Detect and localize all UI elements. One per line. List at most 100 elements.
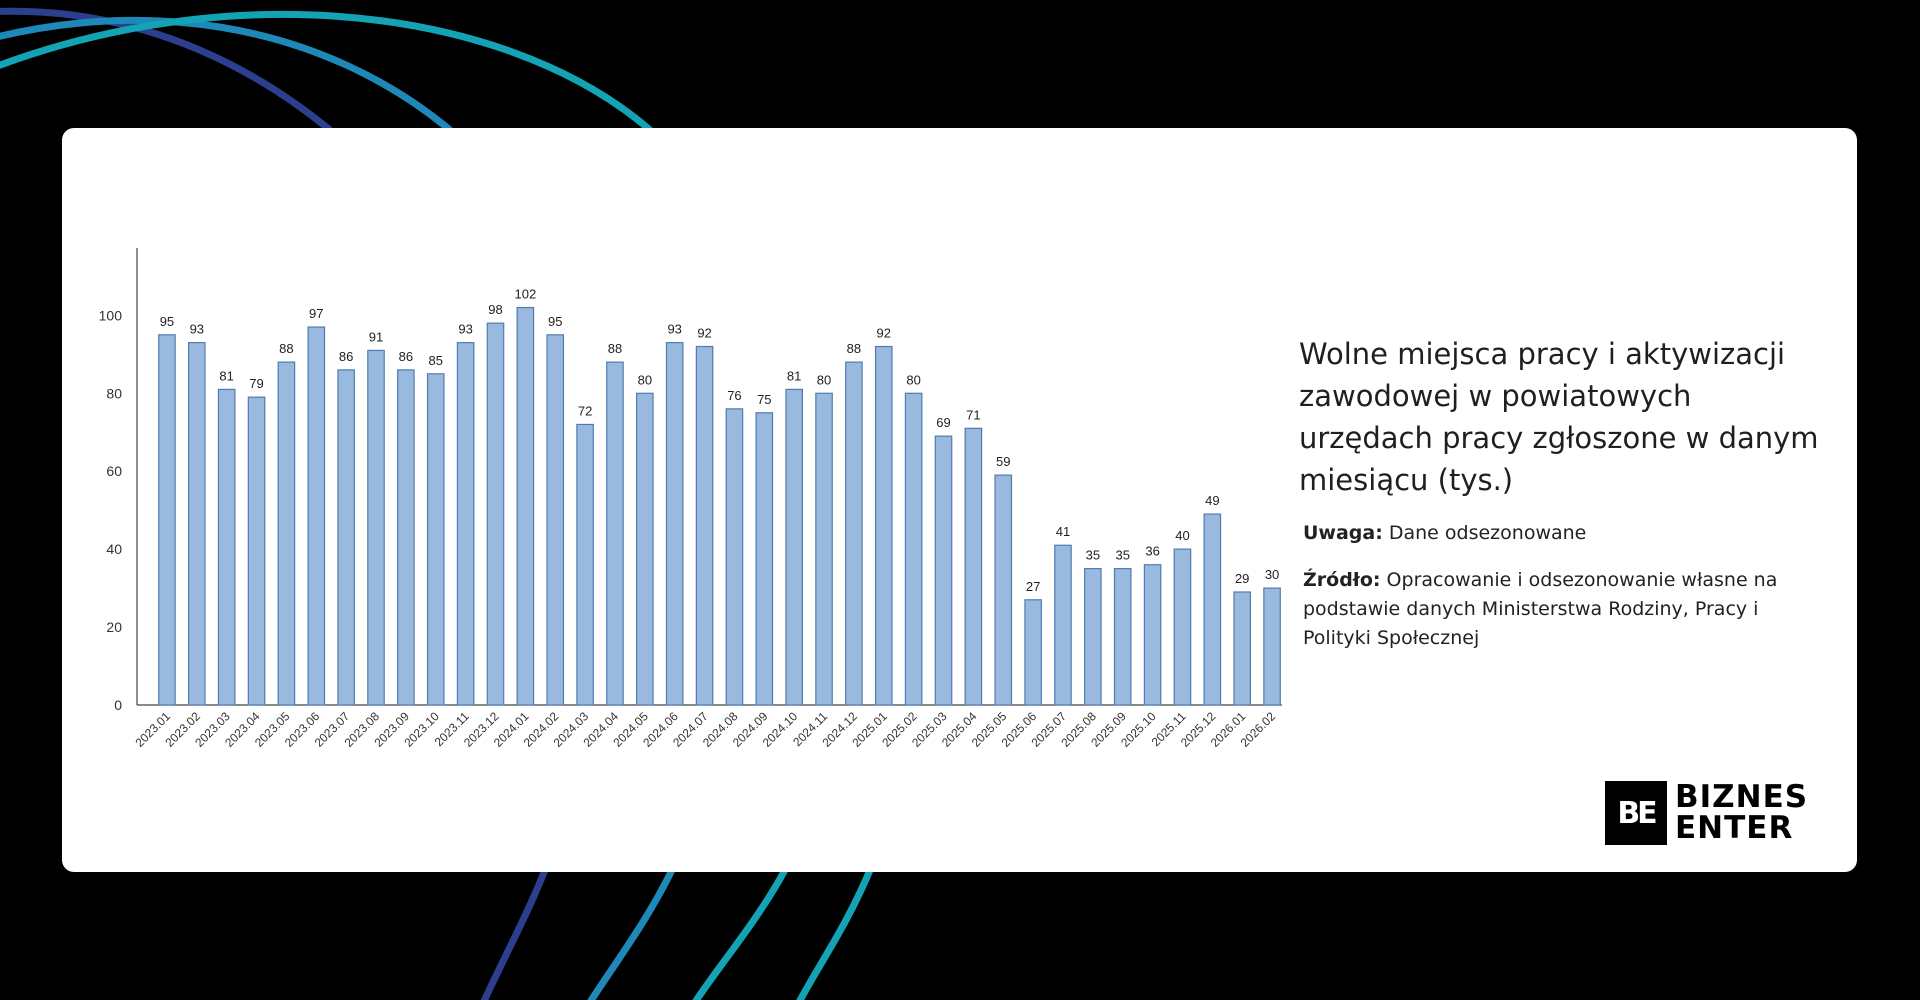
data-label: 79: [249, 376, 263, 391]
side-panel: Wolne miejsca pracy i aktywizacji zawodo…: [1299, 333, 1819, 671]
data-label: 72: [578, 403, 592, 418]
bar: [158, 334, 176, 706]
data-label: 86: [339, 349, 353, 364]
bar: [934, 435, 953, 706]
bar: [397, 369, 415, 706]
bar: [1113, 568, 1132, 706]
bar: [456, 342, 475, 706]
bar: [576, 423, 594, 706]
data-label: 80: [906, 372, 920, 387]
bar: [1143, 564, 1162, 706]
bar: [1084, 568, 1102, 706]
data-label: 75: [757, 392, 771, 407]
data-label: 88: [279, 341, 293, 356]
note-label: Uwaga:: [1303, 522, 1383, 544]
data-label: 95: [160, 314, 174, 329]
y-tick-label: 100: [99, 307, 123, 323]
bar: [874, 345, 893, 706]
data-label: 69: [936, 415, 950, 430]
bar: [516, 306, 535, 706]
bar: [785, 388, 803, 706]
bar: [695, 345, 714, 706]
bar: [367, 349, 385, 706]
data-label: 59: [996, 454, 1010, 469]
bar: [426, 373, 445, 706]
bar: [277, 361, 296, 706]
note: Uwaga: Dane odsezonowane: [1303, 519, 1819, 548]
bar: [1233, 591, 1252, 706]
y-tick-label: 80: [106, 385, 122, 401]
source: Źródło: Opracowanie i odsezonowanie włas…: [1303, 566, 1819, 653]
data-label: 92: [877, 326, 891, 341]
data-label: 85: [429, 353, 443, 368]
data-label: 93: [190, 322, 204, 337]
logo-line-2: ENTER: [1675, 810, 1794, 846]
note-text: Dane odsezonowane: [1382, 522, 1587, 544]
data-label: 98: [488, 302, 502, 317]
data-label: 35: [1086, 548, 1100, 563]
data-label: 88: [608, 341, 622, 356]
data-label: 80: [817, 372, 831, 387]
y-tick-label: 0: [114, 697, 122, 713]
data-label: 41: [1056, 524, 1070, 539]
data-label: 36: [1145, 544, 1159, 559]
bar: [845, 361, 863, 706]
bar: [1173, 548, 1192, 706]
data-label: 35: [1115, 548, 1129, 563]
data-label: 92: [697, 326, 711, 341]
bar: [904, 392, 923, 706]
bar: [486, 322, 505, 706]
arc-navy-bottom: [480, 868, 549, 1000]
data-label: 88: [847, 341, 861, 356]
data-label: 71: [966, 407, 980, 422]
data-label: 91: [369, 329, 383, 344]
source-text: Opracowanie i odsezonowanie własne na po…: [1303, 569, 1778, 649]
bar: [606, 361, 624, 706]
bar: [1024, 599, 1042, 706]
y-tick-label: 40: [106, 541, 122, 557]
bar: [665, 342, 684, 706]
data-label: 97: [309, 306, 323, 321]
bar: [307, 326, 326, 706]
data-label: 102: [515, 287, 537, 302]
logo-mark: BE: [1605, 781, 1667, 845]
bizneS-enter-logo: BE BIZNES ENTER: [1605, 780, 1808, 846]
chart-title: Wolne miejsca pracy i aktywizacji zawodo…: [1299, 337, 1819, 497]
source-label: Źródło:: [1303, 569, 1381, 591]
arc-blue-bottom: [587, 868, 676, 1000]
bar: [994, 474, 1013, 706]
chart-card: 0 20 40 60 80 100 95 2023.01 93 2023.02 81 2023.03 7…: [62, 128, 1857, 872]
bar: [546, 334, 565, 706]
bar: [964, 427, 983, 706]
arc-teal-top: [0, 11, 653, 133]
bar: [636, 392, 654, 706]
bar: [217, 388, 236, 706]
data-label: 40: [1175, 528, 1189, 543]
arc-blue-top: [0, 16, 453, 133]
data-label: 81: [787, 368, 801, 383]
data-label: 81: [219, 368, 233, 383]
data-label: 49: [1205, 493, 1219, 508]
bar: [1263, 587, 1281, 706]
bar: [247, 396, 266, 706]
data-label: 93: [458, 322, 472, 337]
y-tick-label: 60: [106, 463, 122, 479]
arc-teal-bottom: [692, 868, 789, 1000]
bar: [815, 392, 833, 706]
data-label: 80: [638, 372, 652, 387]
data-label: 86: [399, 349, 413, 364]
arc-teal-bottom-2: [796, 868, 874, 1000]
data-label: 27: [1026, 579, 1040, 594]
bar: [187, 342, 206, 706]
data-label: 93: [667, 322, 681, 337]
bar: [1203, 513, 1222, 706]
data-label: 95: [548, 314, 562, 329]
bar: [755, 412, 774, 706]
y-tick-label: 20: [106, 619, 122, 635]
data-label: 76: [727, 388, 741, 403]
data-label: 30: [1265, 567, 1279, 582]
bar: [725, 408, 744, 706]
bar: [337, 369, 355, 706]
